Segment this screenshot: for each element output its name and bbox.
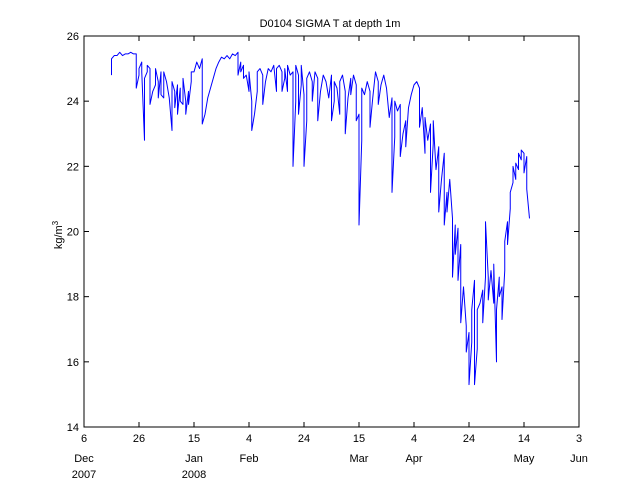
data-series-line-0 <box>111 51 530 386</box>
x-year-label: 2008 <box>182 469 206 480</box>
x-tick-label: 4 <box>411 433 417 445</box>
x-month-label: May <box>514 453 535 465</box>
x-month-label: Jun <box>570 453 588 465</box>
x-tick-label: 6 <box>81 433 87 445</box>
y-tick-label: 22 <box>67 161 79 173</box>
y-tick-label: 20 <box>67 227 79 239</box>
y-axis-label-text: kg/m <box>53 225 65 249</box>
y-tick-label: 14 <box>67 422 79 434</box>
x-month-label: Mar <box>350 453 369 465</box>
x-year-label: 2007 <box>72 469 96 480</box>
x-tick-label: 15 <box>188 433 200 445</box>
y-tick-label: 16 <box>67 357 79 369</box>
chart-title: D0104 SIGMA T at depth 1m <box>260 18 401 30</box>
y-axis-label-superscript: 3 <box>51 220 60 225</box>
x-tick-label: 15 <box>353 433 365 445</box>
y-tick-label: 26 <box>67 31 79 43</box>
x-tick-label: 3 <box>576 433 582 445</box>
x-tick-label: 14 <box>518 433 530 445</box>
y-tick-label: 18 <box>67 292 79 304</box>
x-tick-label: 24 <box>298 433 310 445</box>
x-month-label: Dec <box>74 453 94 465</box>
svg-text:kg/m3: kg/m3 <box>51 220 65 249</box>
x-month-label: Jan <box>185 453 203 465</box>
x-tick-label: 26 <box>133 433 145 445</box>
x-month-label: Apr <box>405 453 422 465</box>
x-tick-label: 4 <box>246 433 252 445</box>
y-axis-label: kg/m3 <box>51 220 65 249</box>
y-tick-label: 24 <box>67 96 79 108</box>
x-tick-label: 24 <box>463 433 475 445</box>
x-month-label: Feb <box>240 453 259 465</box>
